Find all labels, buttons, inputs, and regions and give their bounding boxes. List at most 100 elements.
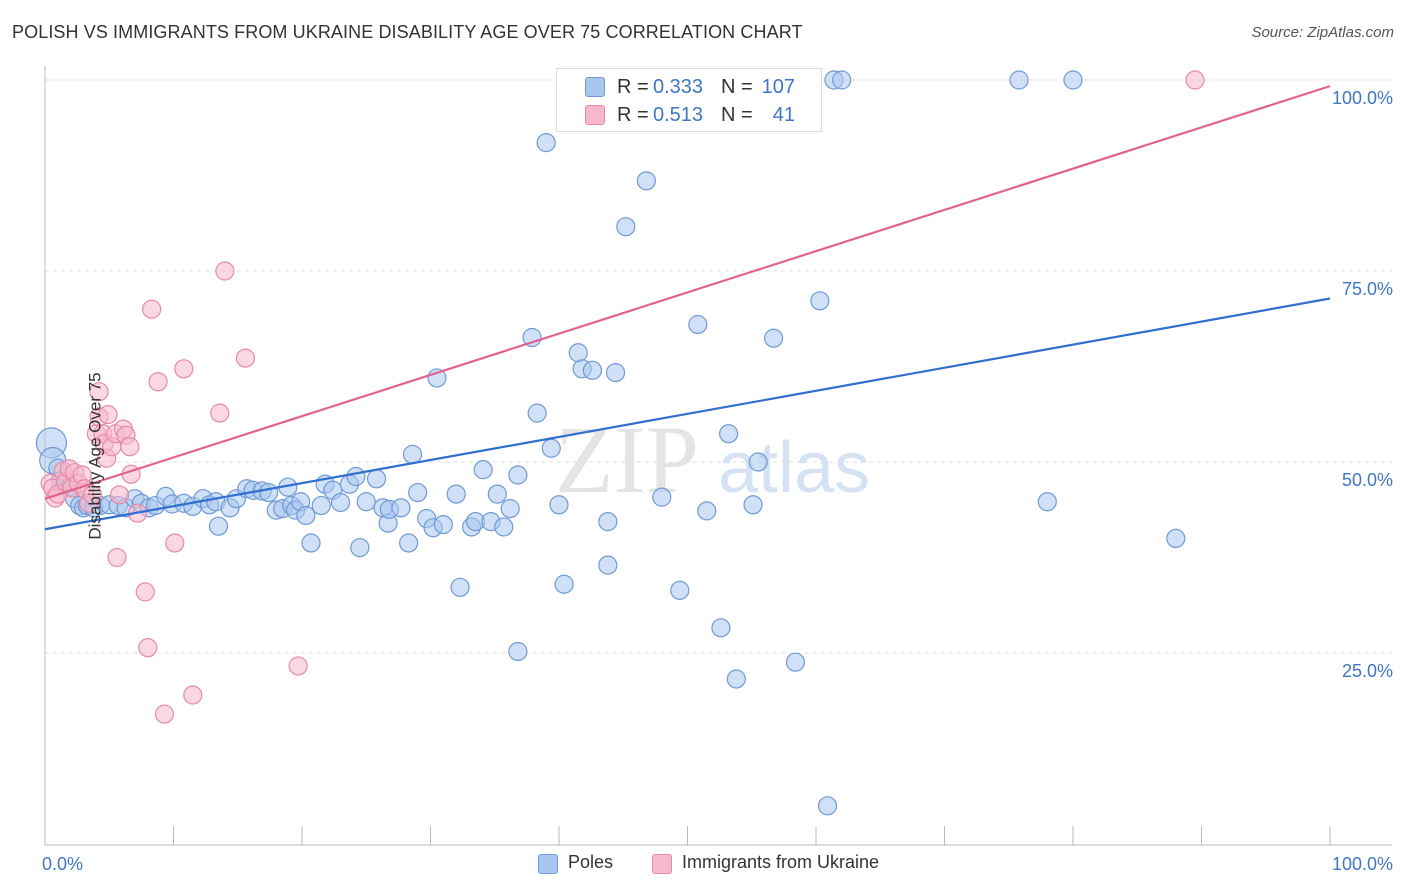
data-point [433, 515, 453, 535]
data-point [582, 360, 603, 380]
data-point [1037, 492, 1057, 512]
legend-row-poles: R = 0.333 N = 107 [557, 73, 821, 101]
legend-swatch-ukraine [652, 854, 672, 874]
legend-swatch-blue [585, 77, 605, 97]
data-point [1009, 70, 1029, 90]
legend-n-label: N = [721, 76, 753, 98]
y-axis-label: Disability Age Over 75 [85, 372, 105, 540]
legend-n-value: 107 [761, 76, 795, 98]
data-point [89, 382, 109, 402]
legend-label-ukraine: Immigrants from Ukraine [682, 852, 880, 872]
data-point [636, 171, 656, 191]
legend-r-label: R = [617, 104, 649, 126]
y-tick-label: 50.0% [1342, 470, 1393, 490]
tick-labels: 25.0% 50.0% 75.0% 100.0% 0.0% 100.0% [42, 88, 1393, 874]
data-point [215, 261, 235, 281]
data-point [1185, 70, 1205, 90]
trend-line [44, 297, 1331, 531]
data-point [148, 372, 168, 392]
data-point [208, 516, 229, 536]
data-point [536, 133, 556, 153]
legend-r-label: R = [617, 76, 649, 98]
data-point [549, 495, 569, 515]
data-point [296, 505, 316, 526]
data-point [154, 704, 175, 724]
data-point [1166, 528, 1186, 549]
data-point [726, 669, 746, 689]
x-tick-label: 100.0% [1332, 854, 1393, 874]
legend-swatch-poles [538, 854, 558, 874]
data-point [311, 495, 331, 516]
source-label: Source: ZipAtlas.com [1251, 24, 1394, 41]
data-point [1063, 70, 1083, 90]
data-point [748, 452, 768, 472]
data-point [174, 359, 194, 379]
data-point [568, 343, 588, 363]
data-point [605, 363, 626, 383]
data-point [527, 403, 547, 423]
y-tick-label: 100.0% [1332, 88, 1393, 108]
legend-r-value: 0.513 [653, 104, 704, 126]
watermark-atlas: atlas [718, 428, 870, 508]
data-point [763, 328, 784, 348]
x-tick-label: 0.0% [42, 854, 83, 874]
data-point [743, 495, 763, 515]
data-point [235, 348, 256, 368]
data-point [785, 652, 806, 672]
data-point [616, 217, 636, 237]
data-point [598, 555, 618, 575]
trend-lines [44, 85, 1331, 531]
data-point [142, 299, 162, 319]
data-point [288, 656, 308, 676]
data-point [446, 484, 466, 504]
data-point [810, 291, 830, 311]
data-point [210, 403, 230, 423]
data-point [450, 577, 470, 597]
data-point [330, 492, 351, 513]
legend-n-value: 41 [772, 104, 795, 126]
data-point [82, 485, 103, 505]
watermark-zip: ZIP [555, 406, 699, 513]
legend-label-poles: Poles [568, 852, 614, 872]
trend-line [44, 85, 1331, 500]
data-point [832, 70, 852, 90]
data-point [408, 482, 428, 503]
data-point [508, 465, 528, 485]
data-point [817, 796, 838, 816]
correlation-legend: R = 0.333 N = 107 R = 0.513 N = 41 [556, 68, 822, 132]
data-point [670, 580, 690, 600]
legend-n-label: N = [721, 104, 753, 126]
data-point [301, 533, 321, 553]
data-point [554, 574, 574, 594]
data-point [183, 685, 203, 705]
data-point [366, 469, 387, 489]
data-point [711, 618, 731, 638]
chart-title: POLISH VS IMMIGRANTS FROM UKRAINE DISABI… [12, 22, 803, 42]
data-point [350, 537, 370, 558]
data-point [120, 437, 140, 457]
data-point [356, 492, 376, 512]
data-point [494, 517, 514, 537]
legend-swatch-pink [585, 105, 605, 125]
grid-lines [45, 79, 1392, 654]
data-point [473, 460, 493, 480]
legend-row-ukraine: R = 0.513 N = 41 [557, 101, 821, 129]
data-point [165, 533, 185, 553]
data-point [500, 499, 520, 519]
legend-r-value: 0.333 [653, 76, 704, 98]
data-point [402, 444, 423, 464]
data-point [399, 533, 419, 553]
data-point [258, 482, 279, 503]
data-point [346, 466, 366, 487]
data-point [697, 501, 717, 521]
data-point [487, 484, 507, 504]
data-point [598, 511, 618, 532]
data-point [109, 485, 130, 505]
data-point [652, 487, 672, 507]
series-legend: Poles Immigrants from Ukraine [0, 852, 1406, 878]
data-point [719, 424, 739, 444]
data-point [138, 638, 158, 658]
series-ukraine [40, 70, 1205, 724]
data-point [391, 498, 411, 518]
